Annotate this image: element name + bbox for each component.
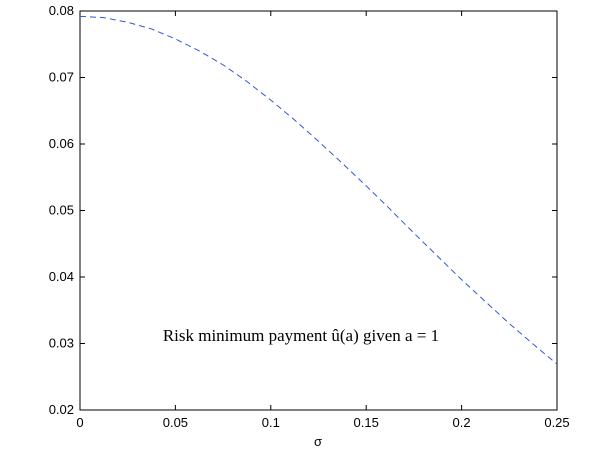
data-line — [79, 15, 558, 365]
x-tick-label: 0.2 — [453, 415, 471, 430]
y-tick-label: 0.05 — [49, 203, 74, 218]
x-tick-label: 0.05 — [163, 415, 188, 430]
x-tick-label: 0.15 — [354, 415, 379, 430]
y-tick-label: 0.03 — [49, 336, 74, 351]
x-tick-label: 0 — [76, 415, 83, 430]
y-tick-label: 0.08 — [49, 3, 74, 18]
x-axis-label: σ — [314, 434, 322, 449]
y-tick-label: 0.02 — [49, 402, 74, 417]
annotation: Risk minimum payment û(a) given a = 1 — [163, 326, 439, 345]
y-tick-label: 0.07 — [49, 70, 74, 85]
y-tick-label: 0.04 — [49, 269, 74, 284]
x-tick-label: 0.25 — [544, 415, 569, 430]
x-tick-label: 0.1 — [262, 415, 280, 430]
plot-frame — [79, 10, 558, 411]
y-tick-label: 0.06 — [49, 136, 74, 151]
